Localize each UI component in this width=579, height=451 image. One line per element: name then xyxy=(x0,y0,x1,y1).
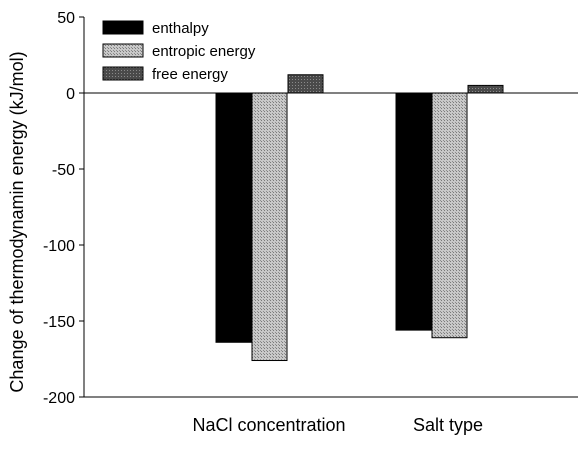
bars-layer xyxy=(215,74,504,362)
y-tick-label: -100 xyxy=(43,238,75,255)
legend-label: enthalpy xyxy=(152,20,209,37)
bar-entropic-energy-2 xyxy=(431,92,468,339)
plot-area xyxy=(83,17,578,398)
bar-entropic-energy-1 xyxy=(251,92,288,362)
y-tick-label: -50 xyxy=(52,162,75,179)
legend-label: entropic energy xyxy=(152,43,256,60)
y-tick-label: -150 xyxy=(43,314,75,331)
legend: enthalpy entropic energy free energy xyxy=(102,20,256,83)
y-tick-label: 0 xyxy=(66,86,75,103)
bar-free-energy-2 xyxy=(467,84,504,94)
legend-swatch xyxy=(102,20,144,35)
bar-free-energy-1 xyxy=(287,74,324,94)
bar-enthalpy-1 xyxy=(215,92,252,343)
legend-label: free energy xyxy=(152,66,228,83)
y-axis-title: Change of thermodynamin energy (kJ/mol) xyxy=(7,51,27,392)
legend-swatch xyxy=(102,66,144,81)
bar-enthalpy-2 xyxy=(395,92,432,331)
y-tick-label: -200 xyxy=(43,390,75,407)
axes: 50 0 -50 -100 -150 -200 NaCl concentration Salt… xyxy=(43,10,578,435)
x-category-label: Salt type xyxy=(413,415,483,435)
y-tick-label: 50 xyxy=(57,10,75,27)
x-category-label: NaCl concentration xyxy=(192,415,345,435)
legend-swatch xyxy=(102,43,144,58)
